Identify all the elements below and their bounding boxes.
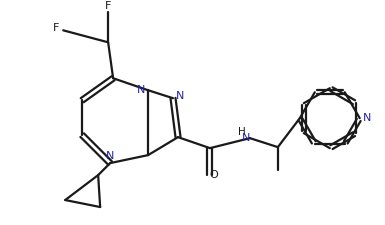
Text: F: F: [53, 23, 59, 33]
Text: F: F: [105, 1, 111, 11]
Text: N: N: [176, 91, 184, 101]
Text: N: N: [363, 113, 371, 123]
Text: O: O: [209, 170, 218, 180]
Text: N: N: [106, 151, 114, 161]
Text: N: N: [137, 85, 145, 95]
Text: N: N: [242, 133, 250, 143]
Text: H: H: [238, 127, 246, 137]
